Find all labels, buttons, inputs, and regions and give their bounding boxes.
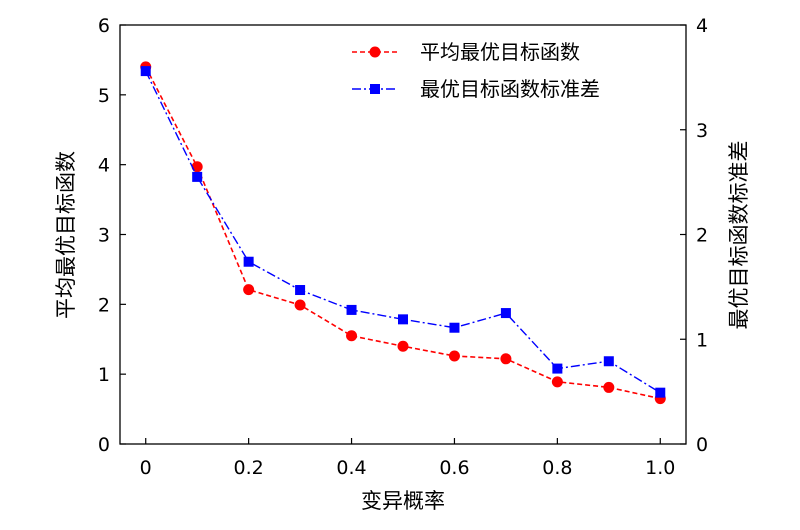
series-1-point	[500, 353, 512, 365]
x-tick-label: 0.6	[439, 457, 469, 479]
series-1-point	[191, 161, 203, 173]
series-2-point	[140, 66, 151, 77]
series-2-point	[655, 387, 666, 398]
series-2-point	[295, 285, 306, 296]
y-left-tick-label: 6	[98, 15, 110, 37]
x-axis: 0 0.2 0.4 0.6 0.8 1.0	[140, 438, 675, 479]
y-axis-right: 0 1 2 3 4	[680, 15, 708, 456]
series-1-point	[551, 376, 563, 388]
series-2-point	[398, 314, 408, 325]
x-tick-label: 0.2	[234, 457, 264, 479]
plot-border	[119, 24, 687, 445]
series-2-point	[243, 256, 254, 267]
y-left-tick-label: 2	[98, 294, 110, 316]
x-tick-label: 0.4	[336, 457, 366, 479]
series-1-point	[448, 350, 460, 362]
x-axis-title: 变异概率	[361, 489, 445, 513]
x-tick-label: 1.0	[645, 457, 675, 479]
legend: 平均最优目标函数 最优目标函数标准差	[352, 40, 600, 101]
series-2-point	[552, 363, 563, 374]
x-tick-label: 0	[140, 457, 152, 479]
y-left-tick-label: 5	[98, 85, 110, 107]
x-tick-label: 0.8	[542, 457, 572, 479]
plot-frame	[119, 24, 687, 445]
y-right-tick-label: 2	[696, 225, 708, 247]
y-axis-left-title: 平均最优目标函数	[54, 151, 78, 319]
series-2-point	[346, 304, 357, 315]
series-2-point	[449, 322, 460, 333]
series-layer	[140, 61, 666, 405]
y-left-tick-label: 3	[98, 225, 110, 247]
series-2-point	[603, 356, 614, 367]
series-1-point	[397, 340, 409, 352]
legend-marker-series-2	[370, 84, 380, 94]
series-2-point	[192, 171, 203, 182]
series-1-point	[346, 330, 358, 342]
series-1-point	[603, 381, 615, 393]
y-right-tick-label: 1	[696, 329, 708, 351]
y-right-tick-label: 4	[696, 15, 708, 37]
series-2-point	[500, 308, 511, 319]
y-axis-left: 0 1 2 3 4 5 6	[98, 15, 126, 456]
legend-label-series-2: 最优目标函数标准差	[420, 77, 600, 101]
legend-marker-series-1	[369, 46, 381, 58]
series-2-line	[145, 70, 661, 394]
y-right-tick-label: 0	[696, 434, 708, 456]
y-right-tick-label: 3	[696, 120, 708, 142]
series-1-point	[294, 299, 306, 311]
series-1-point	[243, 284, 255, 296]
y-left-tick-label: 4	[98, 155, 110, 177]
y-axis-right-title: 最优目标函数标准差	[727, 141, 751, 330]
y-left-tick-label: 0	[98, 434, 110, 456]
legend-label-series-1: 平均最优目标函数	[420, 40, 580, 64]
y-left-tick-label: 1	[98, 364, 110, 386]
